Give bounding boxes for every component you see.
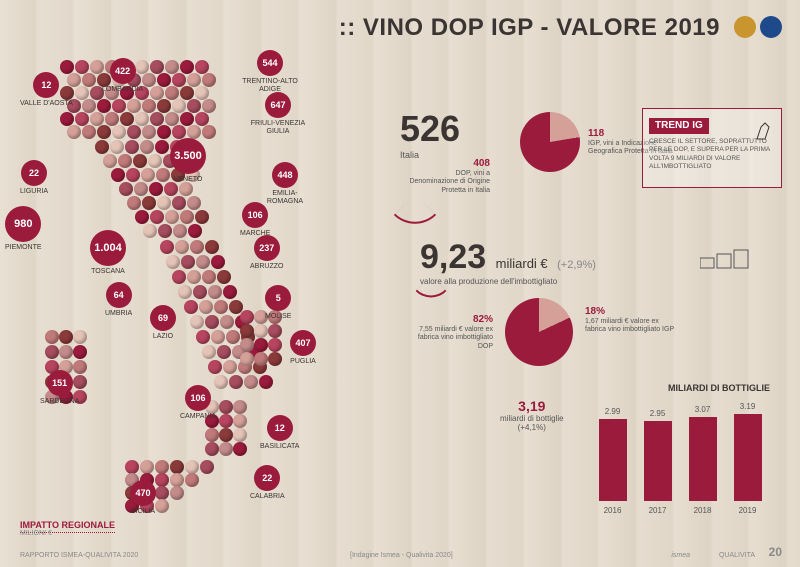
bar-2018: 3.072018 <box>689 417 717 501</box>
region-sardegna: 151SARDEGNA <box>40 370 79 406</box>
pie1-dop-label: 408DOP, vini a Denominazione di Origine … <box>405 158 490 195</box>
region-veneto: 3.500VENETO <box>170 138 206 184</box>
region-valledaosta: 12VALLE D'AOSTA <box>20 72 73 108</box>
region-friuliveneziagiulia: 647FRIULI-VENEZIA GIULIA <box>248 92 308 135</box>
bottles-bar-chart: MILIARDI DI BOTTIGLIE 2.9920162.9520173.… <box>590 397 770 517</box>
region-molise: 5MOLISE <box>265 285 291 321</box>
trend-text: CRESCE IL SETTORE, SOPRATTUTTO PER LE DO… <box>649 138 775 172</box>
pie2-dop-label: 82%7,55 miliardi € valore ex fabrica vin… <box>408 314 493 351</box>
region-umbria: 64UMBRIA <box>105 282 132 318</box>
region-puglia: 407PUGLIA <box>290 330 316 366</box>
twenty-logo: 20 <box>769 545 782 559</box>
qualivita-logo: QUALIVITA <box>719 552 755 559</box>
region-calabria: 22CALABRIA <box>250 465 285 501</box>
ismea-logo: ismea <box>671 552 690 559</box>
bar-2016: 2.992016 <box>599 419 627 501</box>
report-logo: RAPPORTO ISMEA-QUALIVITA 2020 <box>20 552 138 559</box>
regional-impact-label: IMPATTO REGIONALE MILIONI € <box>20 520 115 537</box>
region-piemonte: 980PIEMONTE <box>5 206 42 252</box>
dop-igp-logos <box>734 16 782 38</box>
bar-chart-title: MILIARDI DI BOTTIGLIE <box>668 383 770 393</box>
source-credit: [Indagine Ismea - Qualivita 2020] <box>350 552 453 559</box>
region-marche: 106MARCHE <box>240 202 270 238</box>
region-toscana: 1.004TOSCANA <box>90 230 126 276</box>
region-abruzzo: 237ABRUZZO <box>250 235 283 271</box>
dop-logo-icon <box>734 16 756 38</box>
bottles-icon <box>700 240 750 270</box>
region-lazio: 69LAZIO <box>150 305 176 341</box>
pie-dop-igp-count <box>520 112 580 172</box>
bar-2019: 3.192019 <box>734 414 762 501</box>
pen-icon <box>755 117 775 141</box>
stat-total-wines: 526 Italia <box>400 108 460 160</box>
bottles-callout: 3,19 miliardi di bottiglie (+4,1%) <box>500 398 564 432</box>
region-campania: 106CAMPANIA <box>180 385 216 421</box>
region-emiliaromagna: 448EMILIA-ROMAGNA <box>255 162 315 205</box>
region-basilicata: 12BASILICATA <box>260 415 299 451</box>
pie2-igp-label: 18%1,67 miliardi € valore ex fabrica vin… <box>585 306 675 335</box>
bar-2017: 2.952017 <box>644 421 672 501</box>
stat-production-value: 9,23 miliardi € (+2,9%) valore alla prod… <box>420 238 596 286</box>
page-title: :: VINO DOP IGP - VALORE 2019 <box>339 14 720 42</box>
trend-title: TREND IG <box>649 118 709 134</box>
region-liguria: 22LIGURIA <box>20 160 48 196</box>
igp-logo-icon <box>760 16 782 38</box>
region-trentinoaltoadige: 544TRENTINO-ALTO ADIGE <box>240 50 300 93</box>
arrow-icon <box>394 194 436 236</box>
region-lombardia: 422LOMBARDIA <box>102 58 143 94</box>
pie-dop-igp-value <box>505 298 573 366</box>
trend-box: TREND IG CRESCE IL SETTORE, SOPRATTUTTO … <box>642 108 782 188</box>
region-sicilia: 470SICILIA <box>130 480 156 516</box>
italy-cork-map: 12VALLE D'AOSTA422LOMBARDIA544TRENTINO-A… <box>30 40 360 520</box>
